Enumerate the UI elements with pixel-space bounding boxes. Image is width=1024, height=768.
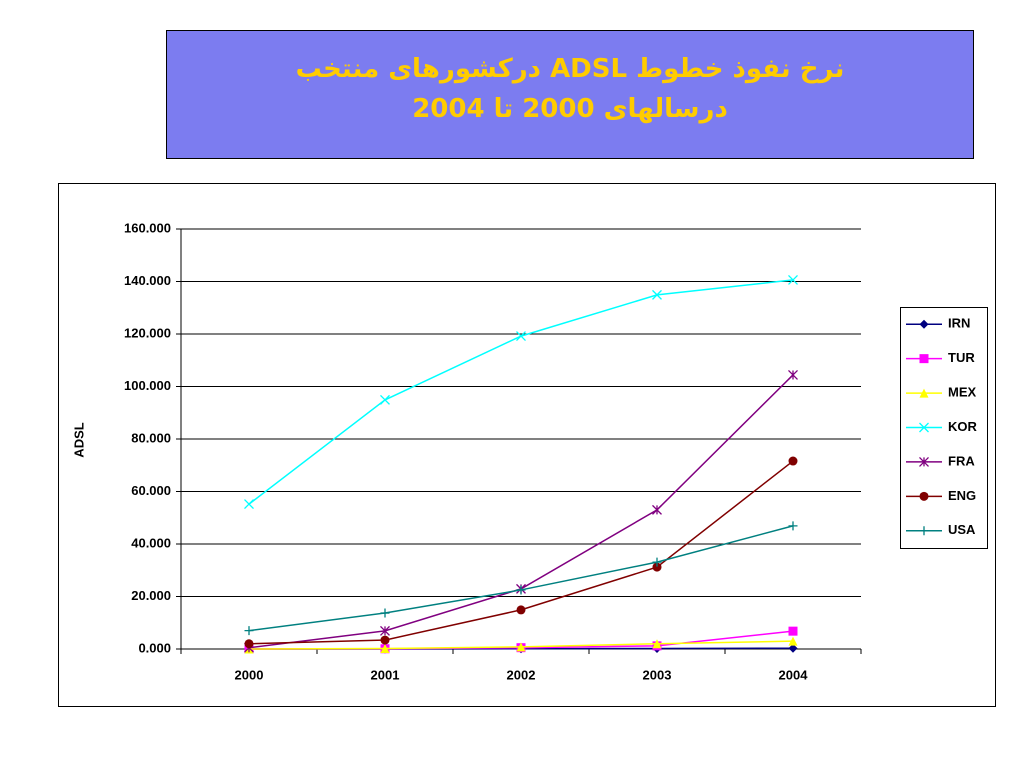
y-axis-label: ADSL [71,422,86,457]
marker [652,504,662,515]
marker [919,388,929,398]
marker [380,635,390,645]
x-tick-label: 2004 [779,667,809,682]
marker [244,639,254,649]
marker [788,456,798,466]
y-tick-label: 60.000 [131,483,171,498]
legend-label: ENG [948,488,976,503]
legend-label: MEX [948,385,977,400]
marker [652,639,662,649]
marker [788,521,798,531]
marker [919,526,929,536]
y-tick-label: 80.000 [131,430,171,445]
y-tick-label: 40.000 [131,535,171,550]
title-line: نرخ نفوذ خطوط ADSL درکشورهای منتخب [295,54,845,84]
x-tick-label: 2003 [643,667,672,682]
marker [516,642,526,652]
x-tick-label: 2001 [371,667,400,682]
marker [652,557,662,567]
marker [788,626,798,636]
marker [244,499,254,510]
marker [919,422,929,433]
x-tick-label: 2000 [235,667,264,682]
marker [788,636,798,646]
marker [788,274,798,285]
marker [919,456,929,467]
marker [380,394,390,405]
y-tick-label: 120.000 [124,325,171,340]
x-tick-label: 2002 [507,667,536,682]
marker [516,331,526,342]
marker [919,319,929,329]
legend-label: IRN [948,316,970,331]
marker [244,626,254,636]
y-tick-label: 160.000 [124,220,171,235]
marker [919,491,929,501]
marker [516,605,526,615]
marker [516,585,526,595]
y-tick-label: 0.000 [138,640,171,655]
marker [788,369,798,380]
marker [788,643,798,653]
y-tick-label: 140.000 [124,273,171,288]
legend-label: USA [948,522,976,537]
legend-label: FRA [948,453,975,468]
marker [919,354,929,364]
legend-label: KOR [948,419,978,434]
marker [652,562,662,572]
chart-frame [58,183,996,707]
marker [380,608,390,618]
marker [380,625,390,636]
marker [380,643,390,653]
title-box: نرخ نفوذ خطوط ADSL درکشورهای منتخب درسال… [166,30,974,159]
title-line: درسالهای 2000 تا 2004 [412,94,728,124]
legend-label: TUR [948,350,975,365]
marker [652,289,662,300]
y-tick-label: 100.000 [124,378,171,393]
y-tick-label: 20.000 [131,588,171,603]
